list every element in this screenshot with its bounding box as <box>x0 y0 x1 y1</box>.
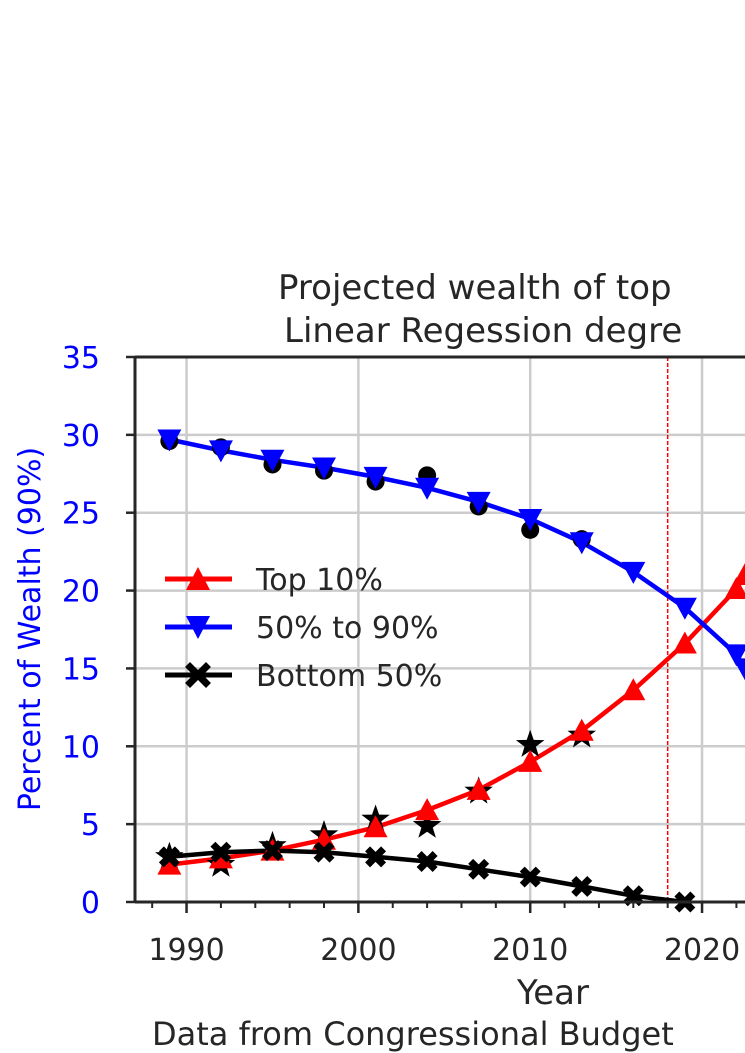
marker-top10 <box>733 563 745 585</box>
marker-mid <box>157 429 182 452</box>
x-tick-label: 2000 <box>320 933 396 968</box>
marker-bottom <box>158 846 180 868</box>
axes: 0 5 10 15 20 25 30 35 1990 2000 2010 2020 <box>62 341 745 968</box>
marker-bottom <box>519 866 541 888</box>
marker-mid <box>518 508 543 531</box>
marker-mid <box>621 561 646 584</box>
marker-bottom <box>571 875 593 897</box>
y-tick-label: 30 <box>62 419 100 454</box>
actual-point-top <box>412 810 442 838</box>
marker-mid <box>672 597 697 620</box>
marker-mid <box>733 658 745 681</box>
chart-title-line1: Projected wealth of top <box>278 268 672 308</box>
legend-item-mid: 50% to 90% <box>165 611 439 646</box>
marker-mid <box>569 532 594 555</box>
marker-top10 <box>724 577 745 600</box>
legend-label-bottom: Bottom 50% <box>256 659 442 694</box>
markers <box>155 429 745 913</box>
x-tick-label: 1990 <box>148 933 224 968</box>
marker-top10 <box>157 852 182 875</box>
y-tick-label: 35 <box>62 341 100 376</box>
marker-top10 <box>621 678 646 701</box>
y-tick-label: 0 <box>81 886 100 921</box>
actual-point-top <box>515 729 545 757</box>
marker-mid <box>466 491 491 514</box>
marker-top10 <box>569 718 594 741</box>
marker-top10 <box>518 749 543 772</box>
marker-top10 <box>208 846 233 869</box>
marker-top10 <box>466 777 491 800</box>
legend-label-top10: Top 10% <box>255 563 383 598</box>
marker-mid <box>363 466 388 489</box>
x-tick-label: 2010 <box>492 933 568 968</box>
marker-top10 <box>363 815 388 838</box>
y-tick-label: 5 <box>81 808 100 843</box>
marker-bottom <box>261 840 283 862</box>
y-tick-label: 20 <box>62 575 100 610</box>
x-tick-label: 2020 <box>664 933 740 968</box>
marker-top10 <box>672 631 697 654</box>
y-tick-label: 25 <box>62 497 100 532</box>
marker-mid <box>724 644 745 667</box>
marker-bottom <box>365 846 387 868</box>
legend-item-top10: Top 10% <box>165 563 383 598</box>
x-axis-label: Year <box>516 973 589 1013</box>
legend-label-mid: 50% to 90% <box>256 611 439 646</box>
marker-bottom <box>468 858 490 880</box>
y-axis-label: Percent of Wealth (90%) <box>13 447 48 811</box>
y-tick-label: 10 <box>62 730 100 765</box>
marker-mid <box>260 449 285 472</box>
marker-bottom <box>210 841 232 863</box>
marker-top10 <box>415 798 440 821</box>
marker-bottom <box>416 851 438 872</box>
legend: Top 10% 50% to 90% Bottom 50% <box>165 563 442 694</box>
y-tick-label: 15 <box>62 652 100 687</box>
chart-title-line2: Linear Regession degre <box>284 311 682 351</box>
marker-mid <box>415 477 440 500</box>
marker-mid <box>312 457 337 480</box>
legend-item-bottom: Bottom 50% <box>165 659 442 694</box>
marker-mid <box>208 440 233 463</box>
marker-bottom <box>313 841 335 863</box>
source-note: Data from Congressional Budget <box>152 1015 674 1053</box>
